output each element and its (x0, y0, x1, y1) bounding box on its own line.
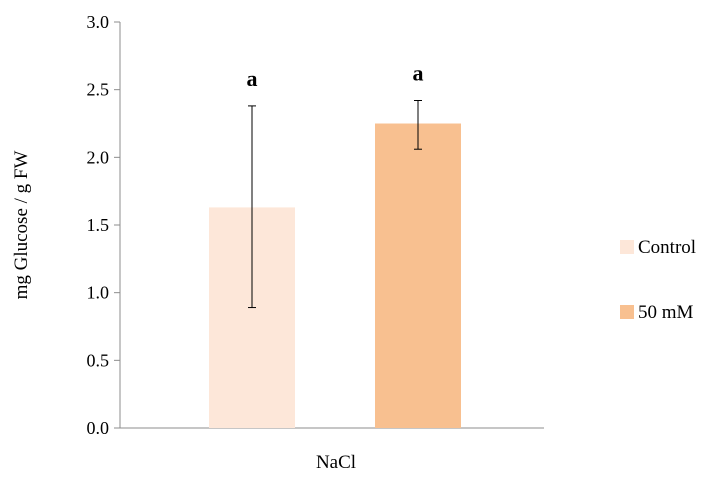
y-axis-label: mg Glucose / g FW (11, 151, 32, 300)
legend-swatch (620, 305, 634, 319)
y-tick-label: 2.5 (87, 80, 110, 100)
error-bars (248, 99, 422, 309)
legend: Control 50 mM (620, 237, 696, 323)
legend-item: 50 mM (620, 302, 694, 323)
legend-label: 50 mM (638, 302, 694, 323)
y-tick-label: 3.0 (87, 12, 110, 32)
x-axis-label: NaCl (316, 452, 356, 473)
y-tick-label: 1.0 (87, 283, 110, 303)
significance-label: a (413, 60, 424, 85)
bar-50mm (375, 123, 461, 428)
bars (209, 123, 461, 428)
y-tick-label: 2.0 (87, 147, 110, 167)
legend-label: Control (638, 237, 696, 258)
legend-swatch (620, 240, 634, 254)
legend-item: Control (620, 237, 696, 258)
y-tick-label: 0.0 (87, 418, 110, 438)
y-tick-label: 0.5 (87, 350, 110, 370)
y-tick-label: 1.5 (87, 215, 110, 235)
y-axis: 0.0 0.5 1.0 1.5 2.0 2.5 3.0 (87, 12, 121, 438)
significance-label: a (247, 66, 258, 91)
